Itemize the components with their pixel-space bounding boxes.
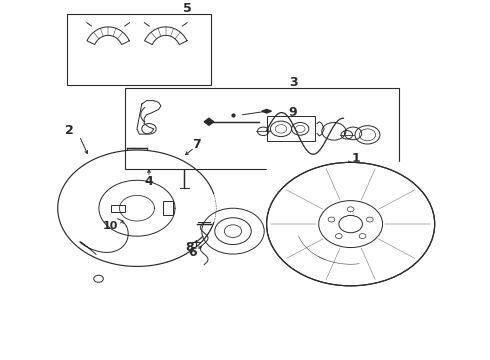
Text: 9: 9 <box>289 107 297 120</box>
Text: 6: 6 <box>188 246 196 259</box>
Polygon shape <box>87 27 129 45</box>
Text: 8: 8 <box>185 240 194 253</box>
Polygon shape <box>145 27 187 45</box>
Text: 4: 4 <box>145 175 153 188</box>
Text: 5: 5 <box>183 3 192 15</box>
Polygon shape <box>267 162 435 286</box>
Polygon shape <box>262 109 271 113</box>
Text: 2: 2 <box>65 124 74 137</box>
Bar <box>267 117 315 141</box>
Text: 7: 7 <box>193 138 201 151</box>
Text: 1: 1 <box>351 152 360 165</box>
Circle shape <box>202 208 264 254</box>
Polygon shape <box>204 118 214 125</box>
Bar <box>111 206 125 212</box>
Bar <box>125 88 399 170</box>
Polygon shape <box>267 117 315 141</box>
Text: 10: 10 <box>103 221 118 231</box>
Bar <box>67 14 211 85</box>
Bar <box>163 201 173 215</box>
Polygon shape <box>137 100 161 134</box>
Text: 3: 3 <box>289 76 297 90</box>
